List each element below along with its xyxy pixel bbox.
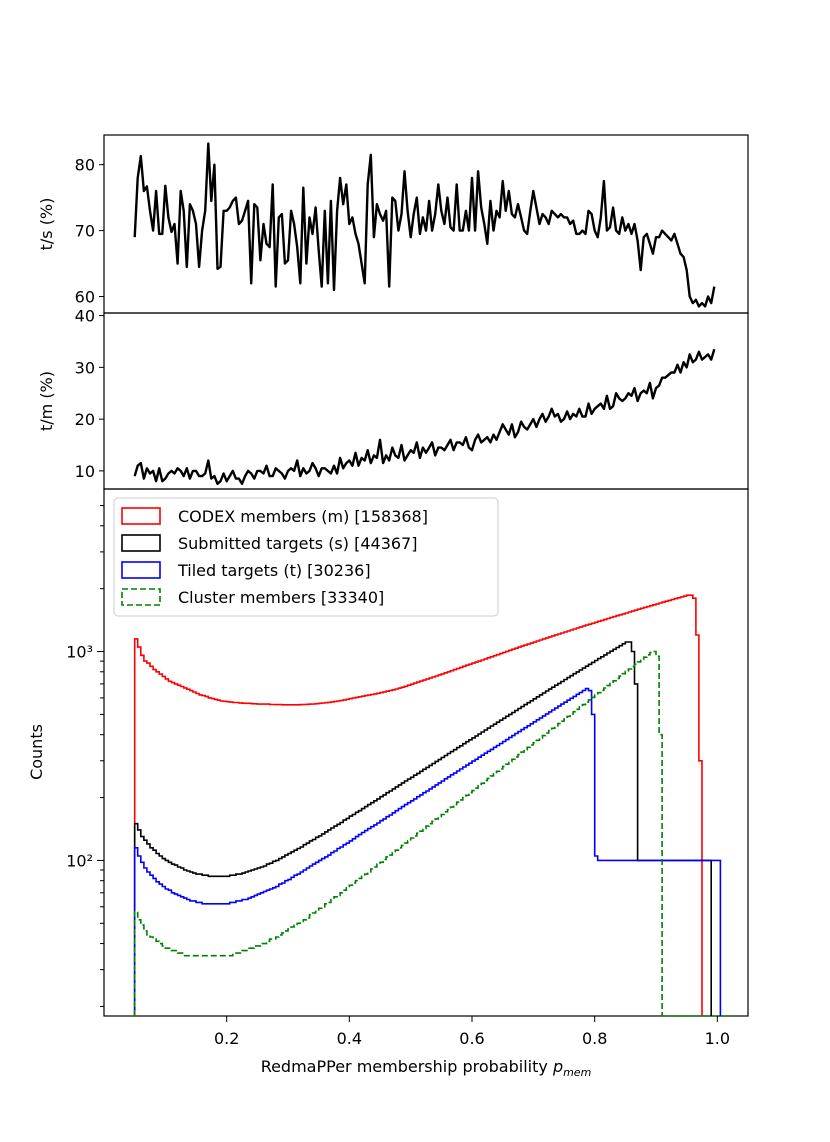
hist-ytick-label: 10³: [66, 643, 93, 662]
ts-ylabel: t/s (%): [37, 198, 56, 251]
legend-frame: [113, 497, 499, 617]
hist-series-0: [133, 594, 703, 1016]
xlabel-symbol: p: [552, 1057, 563, 1076]
ts-ytick-label: 80: [75, 156, 95, 175]
ts-ytick-label: 70: [75, 222, 95, 241]
legend-swatch: [121, 561, 161, 579]
hist-panel-frame: [103, 488, 749, 1017]
legend-label: Submitted targets (s) [44367]: [178, 534, 417, 553]
ts-ratio-line: [133, 142, 716, 308]
xtick-label: 1.0: [705, 1029, 730, 1048]
xtick-label: 0.2: [214, 1029, 239, 1048]
ticks-layer: 60 70 80 10 20 30 40 10² 10³ 0.2 0.4 0.6 0.8 1.0: [66, 156, 730, 1048]
tm-ytick-label: 40: [75, 307, 95, 326]
legend-label: Cluster members [33340]: [178, 588, 384, 607]
hist-ylabel: Counts: [27, 724, 46, 780]
legend: CODEX members (m) [158368] Submitted targ…: [113, 497, 499, 617]
tm-ytick-label: 20: [75, 410, 95, 429]
xlabel: RedmaPPer membership probability pmem: [261, 1057, 592, 1079]
ts-line-layer: [133, 142, 716, 308]
legend-swatch: [121, 534, 161, 552]
hist-series-1: [133, 641, 712, 1016]
xtick-label: 0.8: [582, 1029, 607, 1048]
tm-ytick-label: 30: [75, 358, 95, 377]
tm-ratio-line: [133, 348, 716, 485]
legend-label: CODEX members (m) [158368]: [178, 507, 428, 526]
xtick-label: 0.4: [337, 1029, 362, 1048]
tm-panel-frame: [103, 312, 749, 490]
ts-ytick-label: 60: [75, 288, 95, 307]
legend-swatch: [121, 507, 161, 525]
tm-ylabel: t/m (%): [37, 371, 56, 431]
xtick-label: 0.6: [459, 1029, 484, 1048]
tm-ytick-label: 10: [75, 462, 95, 481]
xlabel-subscript: mem: [563, 1066, 591, 1079]
legend-label: Tiled targets (t) [30236]: [177, 561, 371, 580]
xlabel-text: RedmaPPer membership probability: [261, 1057, 548, 1076]
hist-series-3: [133, 650, 733, 1017]
hist-ytick-label: 10²: [66, 851, 93, 870]
histogram-layer: [133, 594, 733, 1017]
hist-series-2: [133, 687, 722, 1016]
legend-swatch: [121, 588, 161, 606]
tm-line-layer: [133, 348, 716, 485]
